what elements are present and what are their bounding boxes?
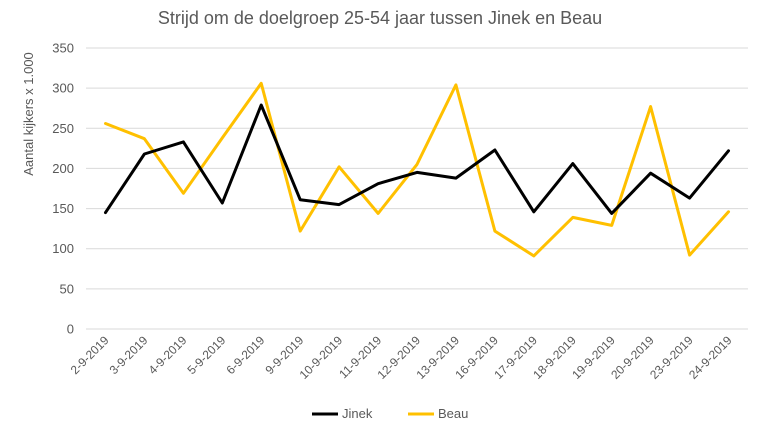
y-axis-label: Aantal kijkers x 1.000 [21, 52, 36, 176]
y-tick-label: 150 [52, 201, 74, 216]
y-tick-label: 250 [52, 121, 74, 136]
y-tick-label: 200 [52, 161, 74, 176]
x-tick-label: 24-9-2019 [686, 333, 735, 382]
y-tick-label: 0 [67, 322, 74, 337]
legend-label-jinek: Jinek [342, 406, 373, 421]
legend: Jinek Beau [312, 406, 468, 421]
x-tick-label: 2-9-2019 [68, 333, 112, 377]
series-line-beau [104, 81, 730, 258]
chart-title: Strijd om de doelgroep 25-54 jaar tussen… [158, 8, 602, 28]
x-tick-label: 6-9-2019 [223, 333, 267, 377]
x-tick-labels: 2-9-20193-9-20194-9-20195-9-20196-9-2019… [68, 333, 735, 382]
legend-label-beau: Beau [438, 406, 468, 421]
x-tick-label: 3-9-2019 [107, 333, 151, 377]
y-tick-label: 300 [52, 81, 74, 96]
gridlines [86, 47, 748, 330]
y-tick-label: 350 [52, 41, 74, 56]
series-line-jinek [104, 103, 730, 215]
x-tick-label: 4-9-2019 [146, 333, 190, 377]
y-tick-label: 100 [52, 241, 74, 256]
x-tick-label: 5-9-2019 [185, 333, 229, 377]
y-tick-label: 50 [60, 281, 74, 296]
series-lines [104, 81, 730, 258]
y-tick-labels: 0 50 100 150 200 250 300 350 [52, 41, 74, 337]
